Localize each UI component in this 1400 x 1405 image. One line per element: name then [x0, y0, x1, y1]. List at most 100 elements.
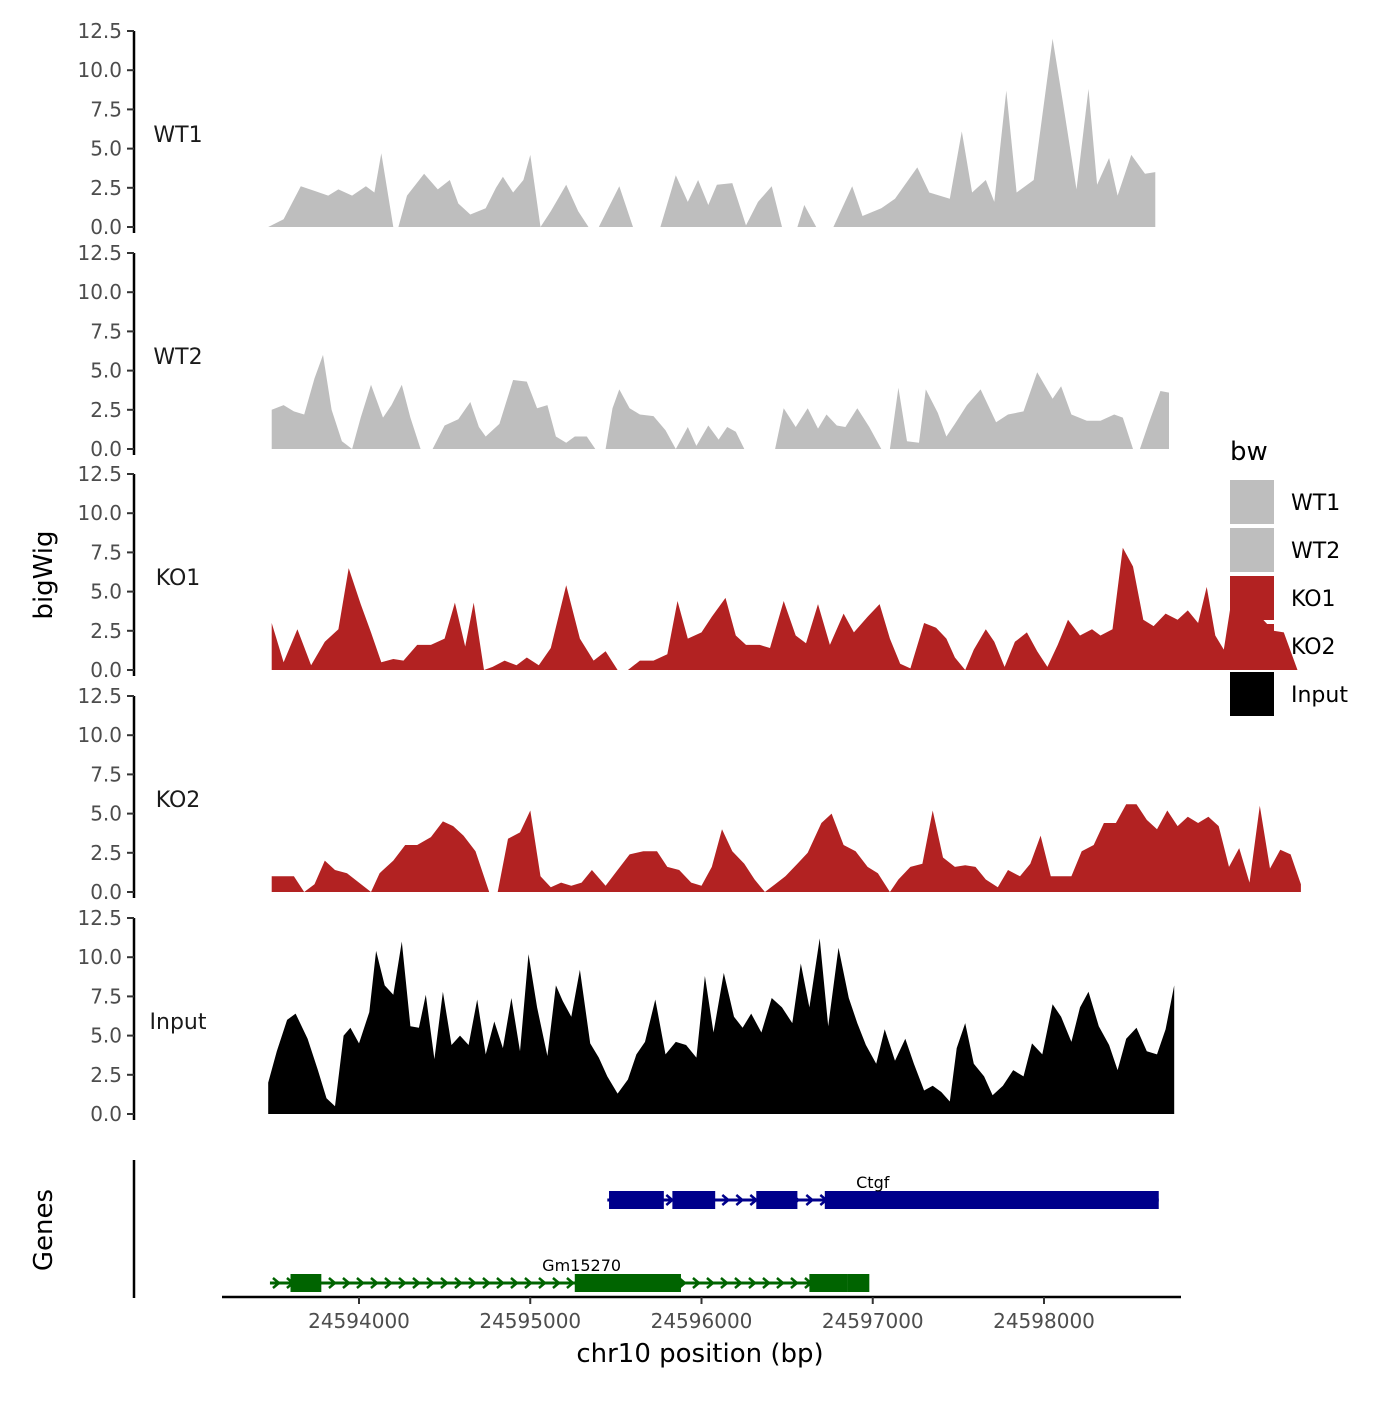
strand-arrow	[468, 1277, 477, 1289]
y-tick-label: 12.5	[77, 684, 122, 708]
y-tick-label: 10.0	[77, 501, 122, 525]
strand-arrow	[805, 1194, 815, 1206]
y-tick-label: 12.5	[77, 19, 122, 43]
strand-arrow	[398, 1277, 407, 1289]
strand-arrow	[454, 1277, 463, 1289]
legend-label-input: Input	[1291, 683, 1348, 708]
gene-exon	[574, 1274, 681, 1292]
legend-swatch-input	[1230, 672, 1274, 716]
legend-label-wt1: WT1	[1291, 491, 1340, 516]
gene-exon	[672, 1191, 716, 1209]
y-tick-label: 7.5	[90, 319, 122, 343]
legend-swatch-ko1	[1230, 576, 1274, 620]
legend: bw WT1 WT2 KO1 KO2 Input	[1230, 437, 1348, 716]
x-axis: 24594000 24595000 24596000 24597000 24598000	[222, 1295, 1181, 1333]
y-tick-label: 5.0	[90, 137, 122, 161]
y-tick-label: 0.0	[90, 658, 122, 682]
strand-arrow	[762, 1277, 771, 1289]
x-tick-label: 24598000	[993, 1309, 1095, 1333]
strand-arrow	[720, 1277, 729, 1289]
gene-label: Gm15270	[542, 1256, 621, 1275]
strand-arrow	[748, 1277, 757, 1289]
track-label-wt1: WT1	[153, 123, 202, 148]
y-tick-label: 10.0	[77, 945, 122, 969]
coverage-area-wt1	[268, 38, 1156, 227]
track-panel-input: 0.0 2.5 5.0 7.5 10.0 12.5 Input	[77, 906, 1175, 1126]
track-label-wt2: WT2	[153, 345, 202, 370]
strand-arrow	[524, 1277, 533, 1289]
legend-label-ko2: KO2	[1291, 635, 1336, 660]
y-tick-label: 2.5	[90, 176, 122, 200]
x-tick-label: 24597000	[822, 1309, 924, 1333]
strand-arrow	[538, 1277, 547, 1289]
coverage-tracks: 0.0 2.5 5.0 7.5 10.0 12.5 WT1 0.0 2.5 5.0 7.5 10.0 1…	[77, 19, 1301, 1126]
strand-arrow	[272, 1277, 281, 1289]
legend-label-ko1: KO1	[1291, 587, 1336, 612]
x-axis-title: chr10 position (bp)	[576, 1339, 823, 1369]
y-tick-label: 7.5	[90, 984, 122, 1008]
y-tick-label: 12.5	[77, 462, 122, 486]
gene-track: Gm15270 Ctgf	[132, 1160, 1159, 1298]
gene-exon	[824, 1191, 1159, 1209]
y-tick-label: 0.0	[90, 437, 122, 461]
strand-arrow	[356, 1277, 365, 1289]
y-tick-label: 7.5	[90, 97, 122, 121]
track-panel-ko2: 0.0 2.5 5.0 7.5 10.0 12.5 KO2	[77, 684, 1301, 904]
strand-arrow	[692, 1277, 701, 1289]
gene-ctgf: Ctgf	[607, 1173, 1159, 1209]
coverage-area-wt2	[271, 354, 1169, 449]
strand-arrow	[496, 1277, 505, 1289]
legend-title: bw	[1230, 437, 1268, 467]
strand-arrow	[706, 1277, 715, 1289]
y-tick-label: 7.5	[90, 540, 122, 564]
strand-arrow	[665, 1194, 675, 1206]
track-label-ko2: KO2	[156, 788, 201, 813]
y-tick-label: 2.5	[90, 619, 122, 643]
y-tick-label: 0.0	[90, 215, 122, 239]
strand-arrow	[735, 1194, 745, 1206]
coverage-area-ko2	[271, 804, 1301, 892]
legend-swatch-ko2	[1230, 624, 1274, 668]
y-tick-label: 0.0	[90, 880, 122, 904]
legend-swatch-wt2	[1230, 528, 1274, 572]
genes-axis-title: Genes	[29, 1189, 59, 1271]
strand-arrow	[342, 1277, 351, 1289]
track-panel-wt1: 0.0 2.5 5.0 7.5 10.0 12.5 WT1	[77, 19, 1156, 239]
gene-exon	[609, 1191, 664, 1209]
y-tick-label: 12.5	[77, 906, 122, 930]
x-tick-label: 24596000	[651, 1309, 753, 1333]
y-tick-label: 5.0	[90, 359, 122, 383]
y-tick-label: 0.0	[90, 1102, 122, 1126]
gene-label: Ctgf	[856, 1173, 890, 1192]
strand-arrow	[482, 1277, 491, 1289]
y-tick-label: 2.5	[90, 841, 122, 865]
x-tick-label: 24595000	[479, 1309, 581, 1333]
y-tick-label: 10.0	[77, 58, 122, 82]
gene-gm15270: Gm15270	[269, 1256, 870, 1292]
gene-exon	[847, 1274, 870, 1292]
strand-arrow	[370, 1277, 379, 1289]
y-tick-label: 10.0	[77, 723, 122, 747]
track-panel-wt2: 0.0 2.5 5.0 7.5 10.0 12.5 WT2	[77, 241, 1169, 461]
y-tick-label: 5.0	[90, 1024, 122, 1048]
strand-arrow	[552, 1277, 561, 1289]
strand-arrow	[510, 1277, 519, 1289]
y-tick-label: 2.5	[90, 398, 122, 422]
gene-exon	[756, 1191, 798, 1209]
gene-exon	[290, 1274, 322, 1292]
strand-arrow	[776, 1277, 785, 1289]
y-tick-label: 5.0	[90, 802, 122, 826]
y-tick-label: 2.5	[90, 1063, 122, 1087]
coverage-area-ko1	[271, 547, 1298, 670]
strand-arrow	[734, 1277, 743, 1289]
strand-arrow	[384, 1277, 393, 1289]
y-tick-label: 5.0	[90, 580, 122, 604]
y-tick-label: 12.5	[77, 241, 122, 265]
strand-arrow	[721, 1194, 731, 1206]
y-tick-label: 10.0	[77, 280, 122, 304]
strand-arrow	[790, 1277, 799, 1289]
strand-arrow	[440, 1277, 449, 1289]
track-label-input: Input	[150, 1010, 207, 1035]
